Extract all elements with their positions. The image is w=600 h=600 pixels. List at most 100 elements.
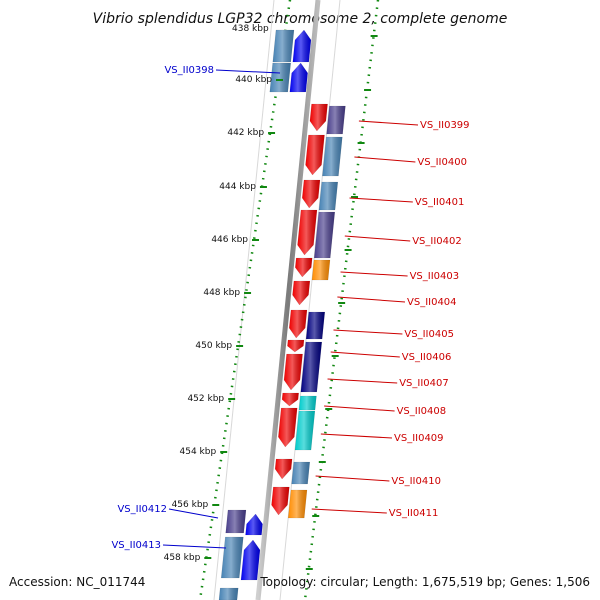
label-leader	[337, 296, 406, 303]
gene-shine	[295, 411, 315, 450]
tick-label: 456 kbp	[172, 500, 209, 510]
gene-label-right: VS_II0409	[394, 433, 444, 444]
gene-label-left: VS_II0412	[117, 504, 167, 515]
gene-shine	[297, 210, 317, 255]
gene-shine	[292, 30, 311, 62]
label-leader	[354, 156, 416, 163]
tick-label: 450 kbp	[195, 341, 232, 351]
left-labels: VS_II0398 VS_II0412 VS_II0413	[111, 65, 281, 551]
gene-shine	[292, 281, 310, 305]
tick-label: 444 kbp	[219, 182, 256, 192]
gene-feature	[218, 587, 239, 600]
gene-feature	[292, 29, 312, 63]
label-leader	[215, 69, 281, 74]
gene-shine	[225, 510, 246, 533]
gene-label-right: VS_II0399	[420, 120, 470, 131]
gene-label-right: VS_II0404	[407, 297, 457, 308]
gene-feature	[269, 62, 291, 93]
tick-label: 448 kbp	[203, 288, 240, 298]
gene-shine	[314, 212, 335, 258]
gene-feature	[292, 280, 311, 306]
track-edge-left	[213, 0, 275, 600]
gene-feature	[240, 539, 261, 581]
gene-shine	[287, 340, 304, 352]
gene-feature	[300, 341, 323, 393]
gene-shine	[291, 462, 310, 484]
ruler-dots-right	[303, 0, 380, 600]
gene-shine	[219, 588, 239, 600]
right-labels: VS_II0399 VS_II0400 VS_II0401 VS_II0402 VS_I…	[311, 120, 470, 519]
gene-label-right: VS_II0411	[389, 508, 439, 519]
gene-feature	[326, 105, 346, 135]
tick-layer: 440 kbp 442 kbp 444 kbp 446 kbp 448 kbp 450 k…	[164, 35, 378, 570]
gene-shine	[312, 260, 330, 280]
gene-shine	[299, 396, 317, 410]
gene-feature	[294, 410, 316, 451]
gene-label-right: VS_II0407	[399, 378, 449, 389]
gene-label-right: VS_II0403	[410, 271, 460, 282]
label-leader	[330, 351, 400, 358]
label-leader	[315, 475, 390, 482]
tick-label: 446 kbp	[211, 235, 248, 245]
gene-feature	[313, 211, 336, 259]
gene-label-right: VS_II0400	[417, 157, 467, 168]
gene-feature	[220, 536, 244, 579]
gene-shine	[278, 408, 298, 447]
gene-shine	[288, 490, 307, 518]
gene-shine	[319, 182, 338, 210]
track-edge-right	[279, 0, 341, 600]
label-leader	[168, 508, 219, 519]
accession-text: Accession: NC_011744	[9, 575, 145, 589]
gene-feature	[281, 392, 299, 407]
track-layer	[198, 0, 380, 600]
gene-shine	[289, 63, 308, 92]
gene-shine	[326, 106, 346, 134]
gene-shine	[302, 180, 320, 208]
label-leader	[324, 405, 395, 412]
gene-label-right: VS_II0408	[397, 406, 447, 417]
gene-feature	[309, 103, 328, 132]
gene-shine	[295, 258, 313, 277]
gene-shine	[241, 540, 260, 580]
gene-label-right: VS_II0402	[412, 236, 462, 247]
gene-feature	[301, 179, 321, 209]
gene-feature	[225, 509, 247, 534]
gene-shine	[322, 137, 343, 176]
gene-feature	[283, 353, 303, 391]
gene-shine	[305, 135, 325, 175]
label-leader	[340, 271, 408, 277]
gene-shine	[284, 354, 303, 390]
gene-feature	[289, 62, 308, 93]
gene-feature	[287, 339, 305, 353]
gene-feature	[274, 458, 293, 480]
label-leader	[344, 235, 411, 242]
gene-feature	[322, 136, 343, 177]
gene-label-right: VS_II0406	[402, 352, 452, 363]
gene-shine	[282, 393, 299, 406]
gene-feature	[305, 134, 325, 176]
gene-feature	[311, 259, 331, 281]
tick-label: 440 kbp	[235, 75, 272, 85]
label-leader	[333, 329, 403, 335]
gene-label-left: VS_II0413	[111, 540, 161, 551]
label-leader	[320, 433, 393, 439]
map-title: Vibrio splendidus LGP32 chromosome 2, co…	[93, 11, 508, 27]
tick-label: 442 kbp	[227, 128, 264, 138]
gene-shine	[245, 514, 263, 535]
gene-feature	[291, 461, 311, 485]
gene-label-right: VS_II0401	[415, 197, 465, 208]
gene-shine	[221, 537, 244, 578]
gene-feature	[294, 257, 313, 278]
gene-feature	[278, 407, 298, 448]
gene-label-right: VS_II0410	[391, 476, 441, 487]
gene-shine	[272, 30, 294, 62]
gene-shine	[289, 310, 307, 338]
gene-shine	[306, 312, 325, 339]
gene-feature	[272, 29, 295, 63]
gene-feature	[305, 311, 326, 340]
gene-shine	[275, 459, 293, 479]
gene-label-left: VS_II0398	[164, 65, 214, 76]
gene-feature	[318, 181, 339, 211]
label-leader	[349, 197, 413, 203]
